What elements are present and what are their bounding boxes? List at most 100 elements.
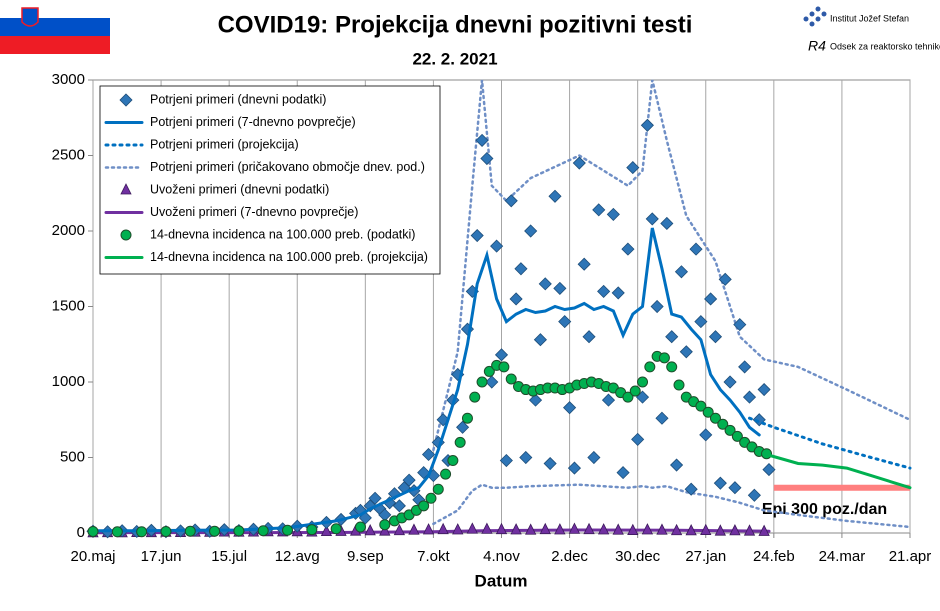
data-point	[454, 436, 466, 448]
data-point	[233, 525, 245, 537]
data-point	[713, 476, 727, 490]
x-tick-label: 7.okt	[417, 548, 450, 565]
data-point	[568, 522, 581, 534]
data-point	[601, 393, 616, 407]
data-point	[684, 482, 698, 496]
data-point	[447, 455, 459, 467]
data-point	[354, 521, 366, 533]
data-point	[563, 401, 577, 415]
data-point	[494, 348, 509, 362]
legend-label: Potrjeni primeri (dnevni podatki)	[150, 92, 326, 106]
data-point	[476, 376, 488, 388]
data-point	[631, 432, 645, 446]
legend-label: Potrjeni primeri (pričakovano območje dn…	[150, 160, 425, 174]
data-point	[717, 418, 729, 430]
data-point	[480, 151, 494, 166]
data-point	[621, 242, 635, 256]
legend-symbol	[120, 229, 132, 241]
data-point	[700, 523, 712, 535]
x-axis-label: Datum	[475, 571, 528, 590]
x-tick-label: 2.dec	[551, 548, 588, 565]
data-point	[368, 491, 382, 505]
x-tick-label: 9.sep	[347, 548, 384, 565]
logo-dots	[803, 6, 827, 27]
data-point	[612, 523, 624, 535]
data-point	[747, 488, 761, 502]
data-point	[597, 523, 610, 535]
data-point	[452, 523, 464, 535]
y-tick-label: 500	[60, 448, 85, 465]
series-line	[91, 227, 761, 533]
data-point	[699, 428, 713, 442]
series-line	[765, 453, 912, 490]
data-point	[670, 523, 683, 536]
data-point	[674, 265, 689, 279]
legend-label: Potrjeni primeri (projekcija)	[150, 137, 299, 151]
flag-stripe	[0, 18, 110, 36]
flag	[0, 0, 110, 54]
data-point	[637, 376, 649, 388]
data-point	[583, 522, 595, 535]
legend-symbol	[120, 183, 132, 195]
data-point	[704, 292, 718, 306]
data-point	[87, 525, 99, 537]
data-point	[694, 315, 708, 329]
data-point	[510, 523, 522, 535]
data-point	[611, 286, 625, 300]
data-point	[626, 161, 640, 175]
data-point	[538, 277, 552, 291]
data-point	[587, 450, 601, 465]
legend-box	[99, 85, 441, 275]
data-point	[577, 257, 591, 271]
data-point	[709, 412, 721, 424]
data-point	[724, 424, 736, 436]
data-point	[757, 382, 771, 397]
data-point	[422, 523, 435, 535]
legend: Potrjeni primeri (dnevni podatki) Potrjen…	[99, 85, 441, 275]
data-point	[364, 523, 376, 536]
y-tick-label: 3000	[52, 71, 85, 88]
annotation-text: Epi 300 poz./dan	[762, 501, 887, 518]
data-point	[481, 522, 493, 534]
data-point	[257, 525, 269, 537]
data-point	[743, 524, 756, 536]
data-point	[505, 373, 517, 385]
data-point	[425, 492, 437, 504]
data-point	[666, 361, 678, 373]
data-point	[714, 524, 726, 536]
data-point	[679, 345, 693, 359]
x-tick-label: 24.mar	[819, 548, 866, 565]
data-point	[558, 315, 572, 329]
data-point	[392, 499, 406, 513]
data-point	[320, 524, 333, 537]
data-point	[645, 212, 659, 226]
data-point	[543, 456, 557, 471]
data-point	[461, 412, 473, 424]
x-tick-label: 4.nov	[483, 548, 520, 565]
data-point	[665, 330, 679, 344]
data-point	[525, 523, 537, 535]
data-point	[731, 430, 743, 442]
data-point	[136, 526, 148, 538]
data-point	[456, 420, 470, 434]
data-point	[509, 292, 523, 306]
logo-mark: R4	[808, 38, 826, 54]
data-point	[421, 447, 436, 462]
flag-crest	[21, 7, 39, 27]
data-point	[689, 242, 703, 256]
x-tick-label: 15.jul	[211, 548, 247, 565]
x-tick-label: 27.jan	[685, 548, 726, 565]
data-point	[432, 483, 444, 495]
legend-label: Uvoženi primeri (dnevni podatki)	[150, 182, 329, 196]
data-point	[490, 239, 504, 253]
data-point	[498, 361, 510, 373]
logo-department: Odsek za reaktorsko tehniko	[830, 41, 940, 51]
y-tick-label: 2000	[52, 222, 85, 239]
data-point	[548, 189, 562, 203]
logo-institute: Institut Jožef Stefan	[830, 13, 909, 23]
x-tick-label: 30.dec	[615, 548, 661, 565]
data-point	[504, 194, 518, 208]
data-point	[514, 262, 528, 276]
x-tick-label: 20.maj	[70, 548, 115, 565]
data-point	[533, 333, 547, 347]
